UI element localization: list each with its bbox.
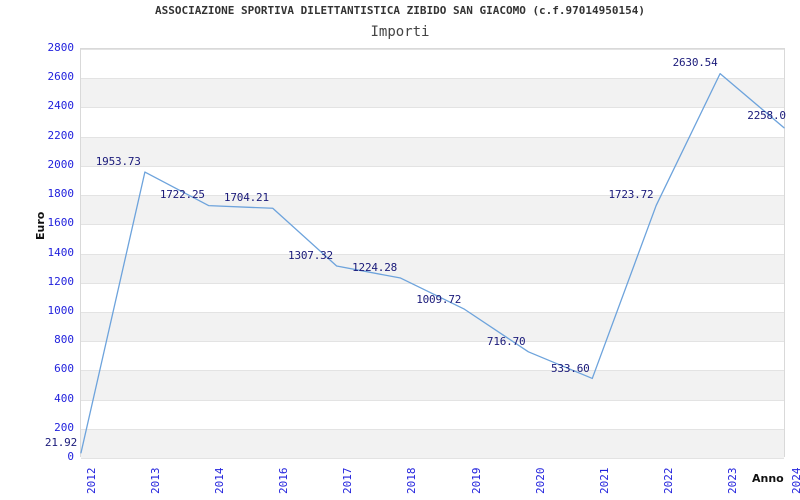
plot-area (80, 48, 785, 459)
plot-band (81, 253, 784, 283)
plot-band (81, 78, 784, 108)
data-point-label: 1723.72 (608, 188, 654, 202)
y-axis-tick-label: 2000 (47, 157, 75, 171)
chart-subtitle: Importi (370, 24, 430, 40)
x-axis-label: Anno (752, 472, 784, 485)
gridline (81, 136, 784, 138)
data-point-label: 1009.72 (416, 292, 462, 306)
data-point-label: 2258.0 (747, 109, 786, 123)
gridline (81, 428, 784, 430)
data-point-label: 2630.54 (672, 55, 718, 69)
y-axis-tick-label: 1200 (47, 274, 75, 288)
y-axis-tick-label: 1800 (47, 187, 75, 201)
gridline (81, 399, 784, 401)
y-axis-tick-label: 1600 (47, 216, 75, 230)
y-axis-tick-label: 2800 (47, 41, 75, 54)
y-axis-tick-label: 1000 (47, 303, 75, 317)
data-point-label: 1722.25 (159, 188, 205, 202)
y-axis-tick-label: 0 (67, 450, 74, 463)
plot-band (81, 311, 784, 342)
x-axis-tick-label: 2023 (725, 467, 739, 495)
x-axis-tick-label: 2018 (405, 467, 419, 495)
plot-band (81, 428, 784, 458)
x-axis-tick-label: 2024 (790, 467, 800, 495)
gridline (81, 224, 784, 226)
x-axis-tick-label: 2016 (277, 467, 291, 495)
y-axis-tick-label: 800 (54, 333, 74, 347)
data-point-label: 21.92 (44, 435, 78, 449)
y-axis-tick-label: 2600 (47, 70, 75, 84)
y-axis-tick-label: 1400 (47, 245, 75, 259)
x-axis-tick-label: 2022 (661, 467, 675, 495)
x-axis-tick-label: 2019 (469, 467, 483, 495)
data-point-label: 1953.73 (95, 154, 141, 168)
x-axis-tick-label: 2014 (213, 467, 227, 495)
y-axis-tick-label: 600 (54, 362, 74, 376)
gridline (81, 165, 784, 167)
x-axis-tick-label: 2020 (533, 467, 547, 495)
gridline (81, 195, 784, 197)
series-line-chart (80, 72, 785, 454)
y-axis-tick-label: 200 (54, 420, 74, 434)
gridline (81, 341, 784, 343)
gridline (81, 370, 784, 372)
gridline (81, 49, 784, 50)
data-point-label: 1224.28 (352, 261, 398, 275)
data-point-label: 1704.21 (223, 191, 269, 205)
gridline (81, 282, 784, 284)
x-axis-tick-label: 2013 (149, 467, 163, 495)
gridline (81, 78, 784, 80)
y-axis-tick-label: 400 (54, 391, 74, 405)
data-point-label: 1307.32 (288, 249, 333, 263)
plot-band (81, 370, 784, 400)
gridline (81, 311, 784, 313)
chart-title: ASSOCIAZIONE SPORTIVA DILETTANTISTICA ZI… (154, 4, 646, 17)
x-axis-tick-label: 2012 (85, 467, 98, 495)
data-point-label: 716.70 (486, 335, 526, 349)
x-axis-tick-label: 2021 (597, 467, 611, 495)
y-axis-tick-label: 2400 (47, 99, 75, 113)
gridline (81, 458, 784, 459)
y-axis-tick-label: 2200 (47, 128, 75, 142)
gridline (81, 107, 784, 109)
gridline (81, 253, 784, 255)
series-polyline (80, 72, 785, 454)
data-point-label: 533.60 (551, 362, 590, 376)
x-axis-tick-label: 2017 (341, 467, 355, 495)
plot-band (81, 136, 784, 166)
